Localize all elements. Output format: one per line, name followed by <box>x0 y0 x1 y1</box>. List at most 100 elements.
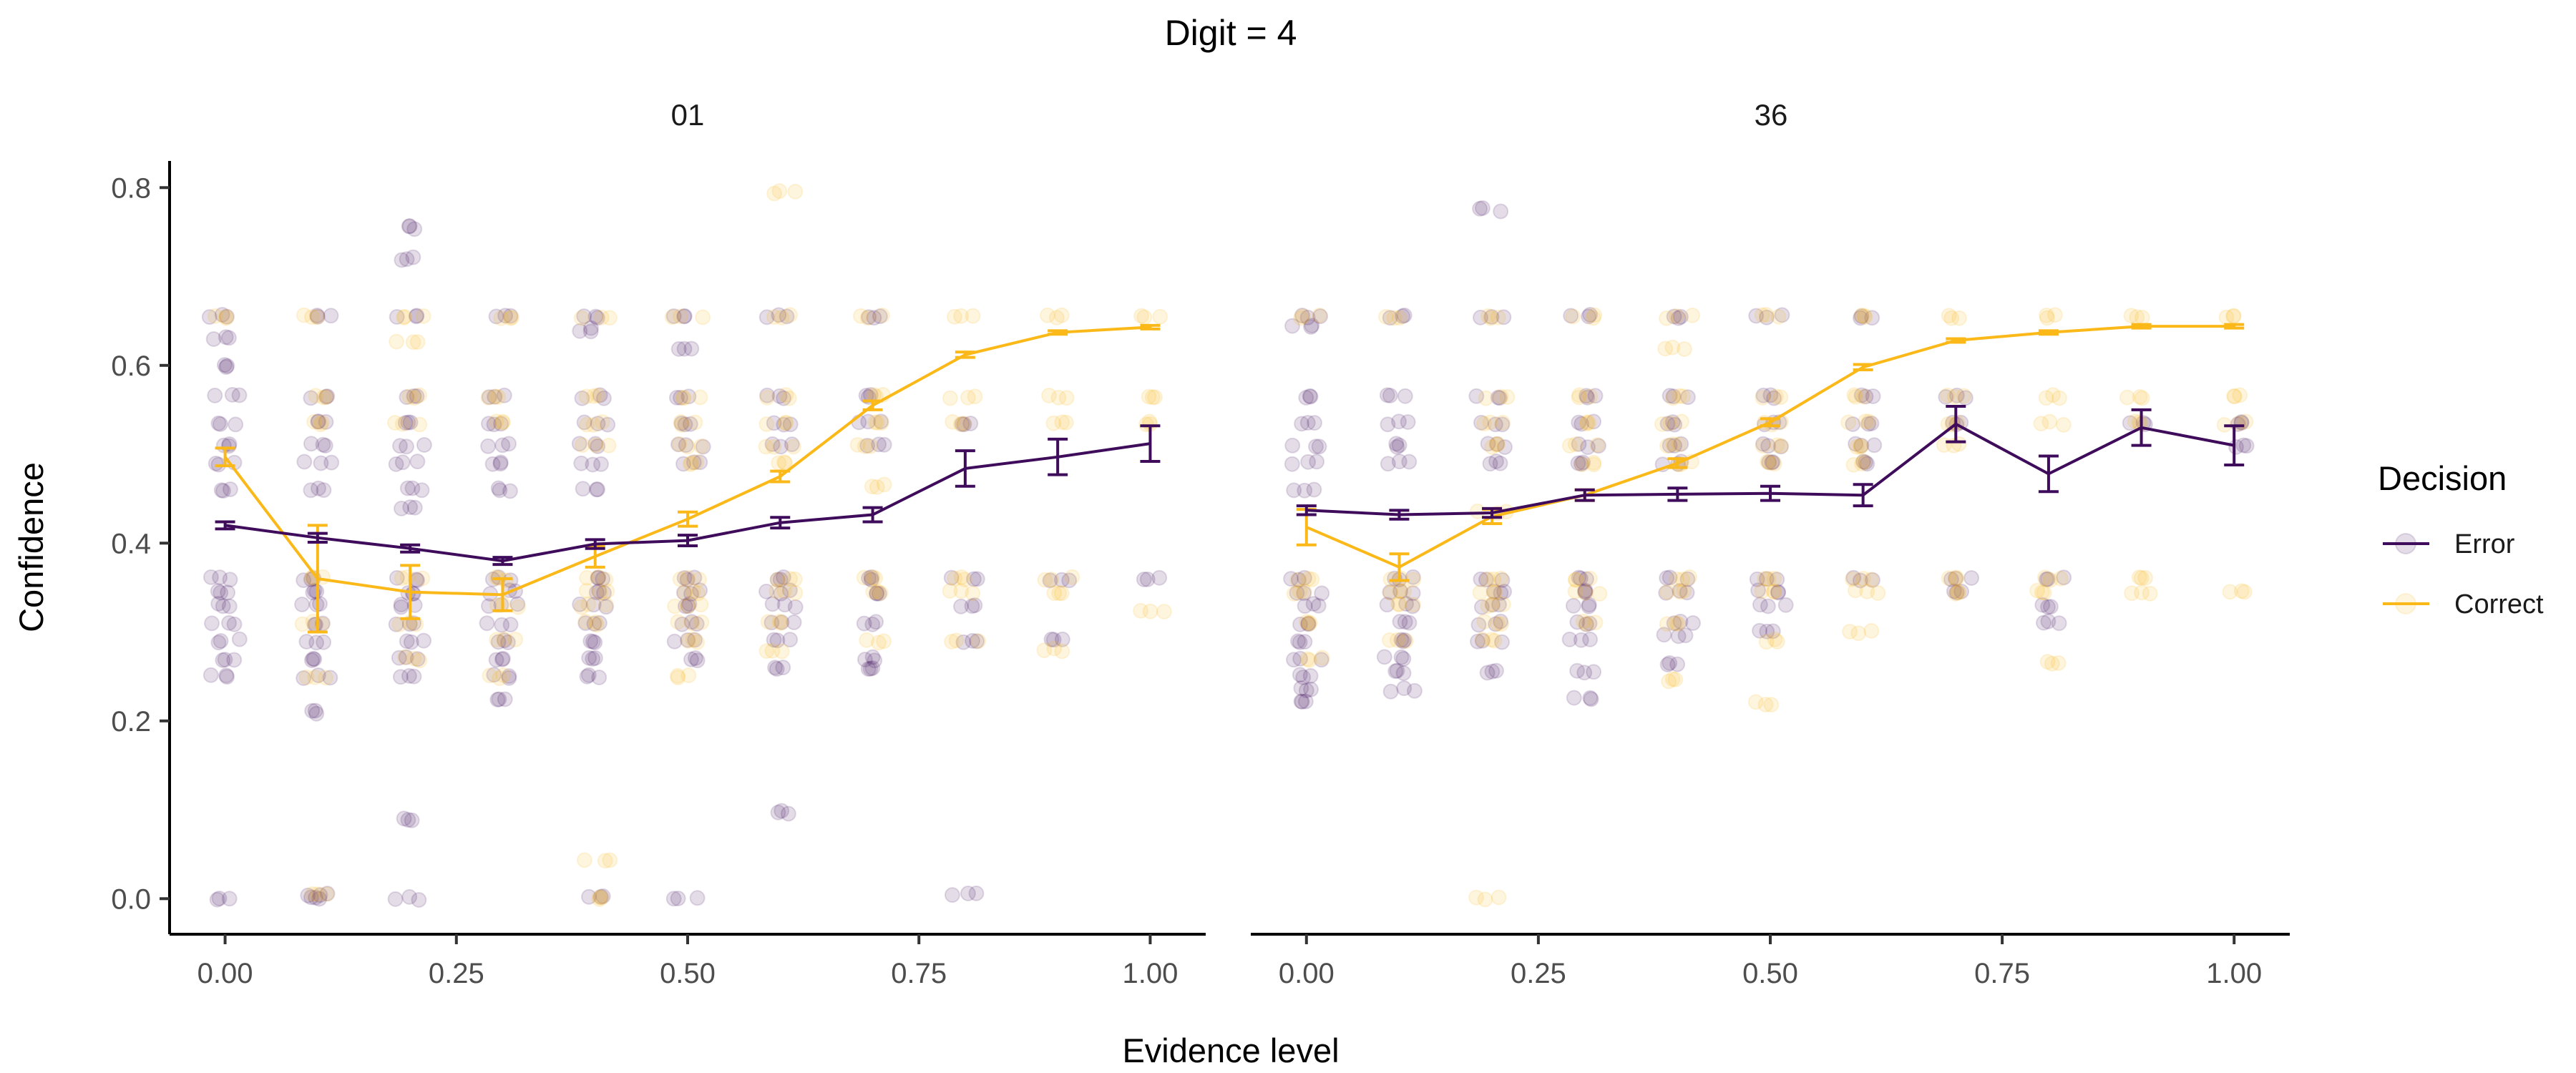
raw-point-error <box>1474 632 1491 649</box>
raw-point-error <box>210 635 227 651</box>
raw-point-error <box>490 480 507 496</box>
raw-point-error <box>766 415 782 431</box>
raw-point-error <box>392 438 408 454</box>
raw-point-correct <box>387 415 403 431</box>
raw-point-correct <box>1675 388 1692 404</box>
y-axis: 0.0 0.2 0.4 0.6 0.8 <box>111 161 171 934</box>
raw-point-error <box>1752 622 1768 639</box>
raw-point-correct <box>864 569 881 585</box>
raw-point-error <box>303 889 319 906</box>
raw-point-correct <box>1397 633 1414 649</box>
raw-point-error <box>1963 570 1980 586</box>
raw-point-error <box>686 454 702 471</box>
raw-point-correct <box>675 389 691 406</box>
raw-point-error <box>2228 438 2244 455</box>
raw-point-correct <box>2129 309 2145 325</box>
raw-point-error <box>1473 309 1488 325</box>
raw-point-error <box>1488 454 1504 469</box>
raw-point-correct <box>415 308 431 324</box>
raw-point-correct <box>1856 308 1873 324</box>
raw-point-error <box>298 634 315 650</box>
raw-point-error <box>590 416 606 432</box>
raw-point-correct <box>1665 436 1682 452</box>
raw-point-error <box>1571 414 1587 431</box>
raw-point-correct <box>856 569 872 586</box>
raw-point-correct <box>2034 584 2050 600</box>
raw-point-error <box>404 480 421 496</box>
raw-point-error <box>389 309 405 325</box>
raw-point-error <box>859 438 876 454</box>
raw-point-correct <box>1582 388 1599 405</box>
raw-point-error <box>675 584 692 601</box>
raw-point-error <box>305 650 321 667</box>
raw-point-error <box>1284 437 1301 454</box>
raw-point-correct <box>1770 308 1787 325</box>
raw-point-error <box>1493 203 1509 220</box>
raw-point-error <box>490 634 507 650</box>
raw-point-correct <box>1857 309 1873 325</box>
raw-point-error <box>598 599 614 615</box>
raw-point-error <box>1292 650 1309 667</box>
raw-point-error <box>969 571 985 587</box>
raw-point-error <box>1667 416 1683 433</box>
raw-point-error <box>1685 615 1701 631</box>
raw-point-error <box>680 632 696 648</box>
raw-point-error <box>1312 308 1329 325</box>
raw-point-error <box>221 598 238 614</box>
raw-point-correct <box>874 307 890 323</box>
raw-point-error <box>1396 307 1413 323</box>
raw-point-correct <box>1758 634 1775 650</box>
raw-point-error <box>1485 597 1501 613</box>
raw-point-correct <box>316 389 332 406</box>
raw-point-error <box>2040 599 2056 615</box>
raw-point-correct <box>1490 436 1506 452</box>
raw-point-error <box>576 414 592 431</box>
raw-point-correct <box>774 643 790 660</box>
raw-point-correct <box>2036 569 2053 586</box>
raw-point-correct <box>1053 307 1070 323</box>
raw-point-error <box>758 309 775 325</box>
raw-point-error <box>857 652 873 667</box>
raw-point-correct <box>670 670 686 686</box>
raw-point-error <box>1299 415 1316 431</box>
raw-point-error <box>2039 571 2056 587</box>
raw-point-error <box>1397 614 1413 630</box>
raw-point-error <box>665 891 682 907</box>
raw-point-correct <box>394 416 411 432</box>
raw-point-error <box>582 633 599 650</box>
raw-point-error <box>592 888 609 905</box>
raw-point-error <box>1043 631 1060 647</box>
raw-point-correct <box>965 308 981 324</box>
raw-point-error <box>1393 649 1410 665</box>
raw-point-error <box>678 437 694 454</box>
raw-point-error <box>1483 309 1500 325</box>
raw-point-correct <box>1941 308 1957 324</box>
raw-point-error <box>1679 389 1696 406</box>
raw-point-error <box>1294 694 1310 710</box>
raw-point-error <box>681 596 698 612</box>
raw-point-error <box>944 887 960 903</box>
raw-point-error <box>213 633 229 649</box>
raw-point-error <box>405 249 421 265</box>
raw-point-correct <box>1392 582 1408 599</box>
raw-point-error <box>394 500 409 516</box>
y-tick-label: 0.4 <box>111 528 151 559</box>
raw-point-correct <box>594 414 610 430</box>
raw-point-correct <box>504 309 519 325</box>
raw-point-correct <box>1758 307 1775 323</box>
raw-point-error <box>1569 614 1586 630</box>
raw-point-error <box>1380 416 1396 433</box>
raw-point-correct <box>693 614 710 630</box>
raw-point-error <box>310 413 326 430</box>
raw-point-correct <box>1391 596 1407 612</box>
raw-point-correct <box>492 670 508 687</box>
raw-point-error <box>1858 388 1874 405</box>
raw-point-error <box>215 598 231 614</box>
raw-point-error <box>409 454 426 470</box>
raw-point-correct <box>396 309 412 325</box>
raw-point-correct <box>1304 572 1320 587</box>
raw-point-correct <box>876 476 892 493</box>
raw-point-error <box>406 388 422 404</box>
raw-point-error <box>1662 388 1678 404</box>
raw-point-error <box>214 307 230 323</box>
